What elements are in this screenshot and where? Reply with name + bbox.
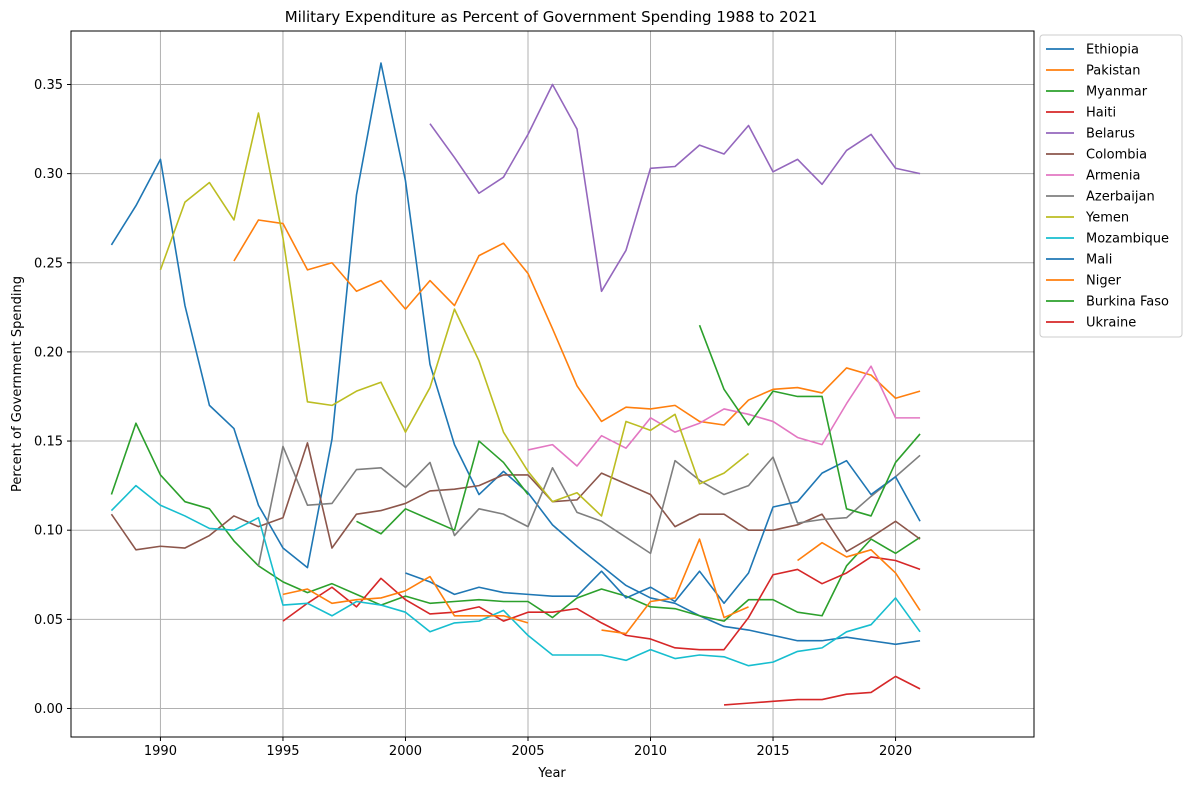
y-axis-label: Percent of Government Spending <box>10 276 25 492</box>
y-tick-label: 0.30 <box>34 167 63 182</box>
series-line-haiti <box>282 556 921 651</box>
series-line-azerbaijan <box>257 445 921 567</box>
grid <box>71 31 1034 737</box>
series-lines <box>110 62 921 706</box>
x-tick-label: 2015 <box>756 744 789 759</box>
legend-label-mali: Mali <box>1086 253 1112 268</box>
series-line-mali <box>405 459 921 605</box>
y-tick-label: 0.10 <box>34 524 63 539</box>
legend-label-belarus: Belarus <box>1086 127 1135 142</box>
legend-label-burkina-faso: Burkina Faso <box>1086 295 1169 310</box>
series-line-ethiopia <box>110 62 921 646</box>
legend-label-ethiopia: Ethiopia <box>1086 43 1139 58</box>
legend-label-armenia: Armenia <box>1086 169 1141 184</box>
axis-ticks: 1990 1995 2000 2005 2010 2015 2020 0.00 0.05 0.10… <box>34 78 912 759</box>
x-axis-label: Year <box>537 766 566 781</box>
y-tick-label: 0.25 <box>34 256 63 271</box>
x-tick-label: 2000 <box>389 744 422 759</box>
x-tick-label: 1990 <box>144 744 177 759</box>
legend-label-mozambique: Mozambique <box>1086 232 1169 247</box>
chart-title: Military Expenditure as Percent of Gover… <box>285 8 818 26</box>
x-tick-label: 2020 <box>879 744 912 759</box>
legend-label-haiti: Haiti <box>1086 106 1116 121</box>
x-tick-label: 2010 <box>634 744 667 759</box>
legend-label-colombia: Colombia <box>1086 148 1147 163</box>
legend-label-pakistan: Pakistan <box>1086 64 1140 79</box>
y-tick-label: 0.05 <box>34 613 63 628</box>
series-line-armenia <box>527 365 921 467</box>
y-tick-label: 0.20 <box>34 345 63 360</box>
legend-box <box>1039 34 1183 338</box>
series-line-burkina-faso <box>356 324 921 535</box>
series-line-colombia <box>110 442 921 553</box>
legend-label-yemen: Yemen <box>1085 211 1129 226</box>
legend-label-ukraine: Ukraine <box>1086 316 1136 331</box>
series-line-myanmar <box>110 422 921 622</box>
series-line-ukraine <box>723 675 921 706</box>
series-line-mozambique <box>110 484 921 667</box>
y-tick-label: 0.35 <box>34 78 63 93</box>
plot-frame <box>70 30 1035 738</box>
y-tick-label: 0.15 <box>34 435 63 450</box>
series-line-niger <box>282 538 921 635</box>
series-line-pakistan <box>233 219 921 426</box>
series-line-yemen <box>159 112 750 517</box>
legend-label-azerbaijan: Azerbaijan <box>1086 190 1155 205</box>
series-line-belarus <box>429 83 921 293</box>
legend-label-myanmar: Myanmar <box>1086 85 1148 100</box>
legend: Ethiopia Pakistan Myanmar Haiti Belarus Colom… <box>1039 34 1183 338</box>
x-tick-label: 1995 <box>266 744 299 759</box>
legend-label-niger: Niger <box>1086 274 1122 289</box>
x-tick-label: 2005 <box>511 744 544 759</box>
y-tick-label: 0.00 <box>34 702 63 717</box>
